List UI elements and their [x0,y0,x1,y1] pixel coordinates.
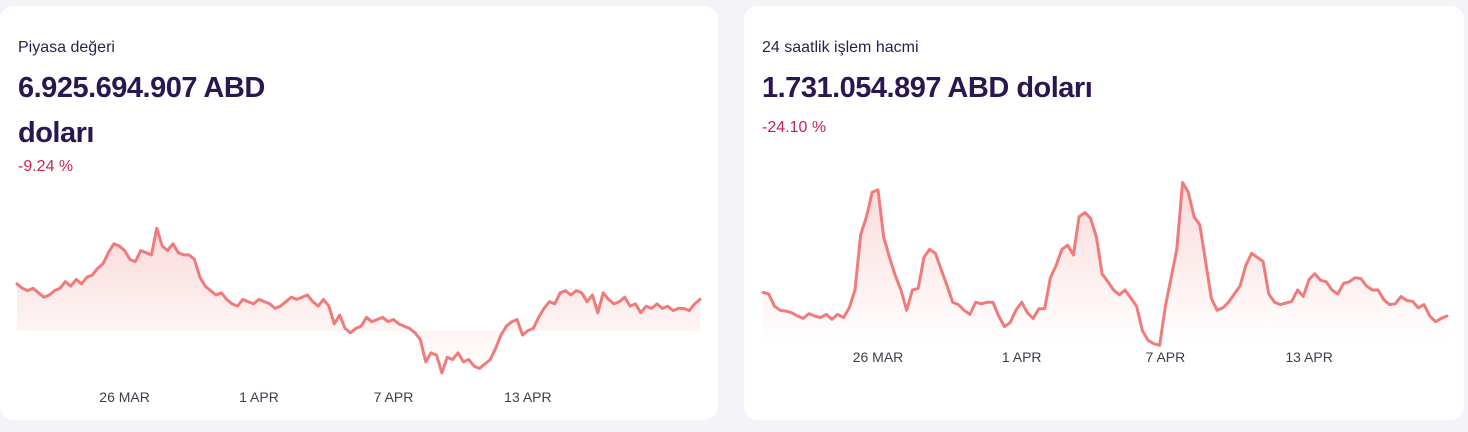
market-cap-x-tick-label: 26 MAR [99,389,150,405]
volume-area-fill [763,182,1447,346]
market-cap-value: 6.925.694.907 ABD doları [18,72,265,149]
volume-x-tick-label: 7 APR [1146,349,1186,365]
market-cap-x-tick-label: 7 APR [374,389,414,405]
market-cap-label: Piyasa değeri [18,39,115,56]
volume-series-line [761,181,1449,347]
volume-label: 24 saatlik işlem hacmi [762,39,919,56]
market-cap-x-tick-label: 13 APR [504,389,551,405]
volume-x-tick-label: 26 MAR [853,349,904,365]
market-cap-chart: 26 MAR 1 APR 7 APR 13 APR [15,226,702,405]
volume-x-tick-label: 13 APR [1285,349,1332,365]
market-cap-series-line [15,226,702,375]
volume-card: 24 saatlik işlem hacmi 1.731.054.897 ABD… [744,6,1464,420]
market-cap-card: Piyasa değeri 6.925.694.907 ABD doları -… [0,6,718,420]
volume-chart: 26 MAR 1 APR 7 APR 13 APR [761,181,1449,365]
volume-change: -24.10 % [762,119,827,136]
volume-x-tick-label: 1 APR [1002,349,1042,365]
market-cap-area-fill [17,228,700,373]
market-cap-change: -9.24 % [18,158,74,175]
market-cap-x-tick-label: 1 APR [239,389,279,405]
volume-value: 1.731.054.897 ABD doları [762,72,1093,104]
